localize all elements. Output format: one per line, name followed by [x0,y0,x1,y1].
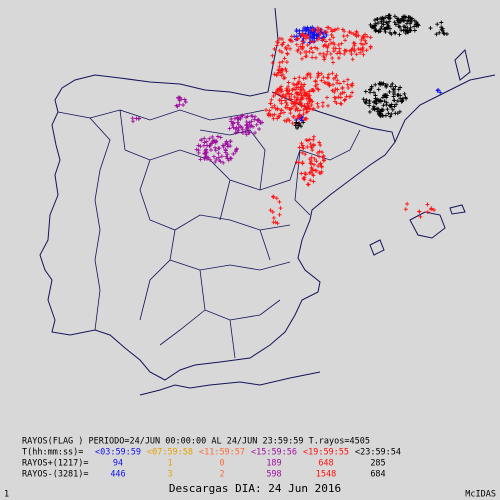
strike-cluster [435,88,443,95]
strike-cluster [368,13,421,37]
positive-count: 189 [266,459,281,469]
negative-count: 446 [110,470,125,480]
strike-cluster [194,134,239,165]
strike-cluster [284,71,355,109]
strike-cluster [268,194,283,226]
period-label: T(hh:mm:ss)= [22,448,83,458]
positive-count: 94 [113,459,123,469]
strike-cluster [130,116,142,124]
menorca [449,204,466,215]
page-number: 1 [4,490,9,500]
strike-cluster [293,120,306,130]
strike-cluster [428,20,449,37]
corsica [454,49,471,81]
negative-count: 2 [219,470,224,480]
footer: McIDAS [465,490,496,500]
period: <15:59:56 [251,448,297,458]
lightning-strikes [130,13,449,226]
strike-cluster [403,201,436,219]
header: RAYOS(FLAG ) PERIODO=24/JUN 00:00:00 AL … [22,437,370,447]
title: Descargas DIA: 24 Jun 2016 [169,482,341,495]
negative-label: RAYOS-(3281)= [22,470,89,480]
negative-count: 598 [266,470,281,480]
morocco-coast [139,371,321,396]
period: <07:59:58 [147,448,193,458]
strike-cluster [227,113,265,137]
strike-cluster [270,36,290,81]
positive-count: 1 [167,459,172,469]
positive-count: 285 [370,459,385,469]
positive-label: RAYOS+(1217)= [22,459,89,469]
negative-count: 1548 [316,470,336,480]
strike-cluster [361,81,409,119]
strike-cluster [294,134,326,187]
positive-count: 648 [318,459,333,469]
period: <11:59:57 [199,448,245,458]
negative-count: 3 [167,470,172,480]
france-coast [394,74,496,143]
period: <19:59:55 [303,448,349,458]
period: <03:59:59 [95,448,141,458]
ibiza [369,239,385,256]
borders [57,109,361,359]
period: <23:59:54 [355,448,401,458]
positive-count: 0 [219,459,224,469]
strike-cluster [174,95,188,109]
negative-count: 684 [370,470,385,480]
coastline [39,7,396,381]
strike-cluster [284,25,373,65]
mallorca [409,211,446,239]
map [39,7,496,396]
